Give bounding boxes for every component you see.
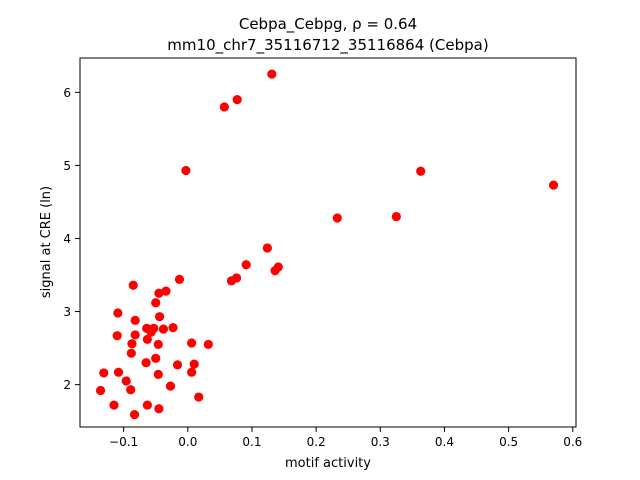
data-point (267, 69, 277, 79)
y-tick-label: 6 (63, 86, 71, 100)
data-point (113, 308, 123, 318)
data-point (273, 262, 283, 272)
plot-area (80, 58, 576, 427)
chart-title-line-1: Cebpa_Cebpg, ρ = 0.64 (239, 15, 417, 34)
data-point (416, 166, 426, 176)
x-tick-label: 0.3 (371, 435, 390, 449)
data-point (95, 385, 106, 396)
data-point (121, 376, 131, 386)
data-point (146, 327, 156, 337)
plot-frame (79, 57, 577, 428)
x-tick-label: 0.6 (563, 435, 582, 449)
plot-background (80, 58, 576, 427)
data-points (95, 69, 559, 420)
data-point (151, 353, 161, 363)
data-point (231, 273, 242, 283)
data-point (161, 286, 171, 296)
data-point (262, 243, 272, 253)
x-tick-label: 0.4 (435, 435, 454, 449)
data-point (391, 211, 401, 222)
y-tick-label: 4 (63, 232, 71, 246)
data-point (241, 260, 251, 270)
data-point (154, 404, 164, 414)
data-point (332, 213, 342, 223)
y-axis-label: signal at CRE (ln) (39, 186, 54, 298)
data-point (130, 315, 140, 325)
data-point (113, 367, 124, 377)
data-point (142, 334, 152, 344)
data-point (153, 369, 163, 379)
data-point (174, 274, 185, 284)
data-point (126, 348, 136, 358)
data-point (126, 385, 136, 395)
chart-title-line-2: mm10_chr7_35116712_35116864 (Cebpa) (167, 36, 488, 55)
data-point (99, 368, 109, 378)
data-point (127, 339, 137, 349)
x-axis-ticks: −0.1 0.0 0.1 0.2 0.3 0.4 0.5 0.6 (109, 427, 582, 449)
data-point (141, 358, 151, 368)
data-point (112, 331, 122, 341)
x-tick-label: 0.5 (499, 435, 518, 449)
data-point (203, 339, 213, 350)
data-point (187, 338, 197, 348)
data-point (181, 165, 191, 176)
data-point (151, 298, 161, 308)
x-tick-label: −0.1 (109, 435, 138, 449)
data-point (158, 324, 169, 334)
data-point (153, 339, 163, 350)
data-point (168, 323, 178, 333)
y-tick-label: 3 (63, 305, 71, 319)
data-point (154, 312, 165, 322)
data-point (154, 288, 164, 298)
y-tick-label: 5 (63, 159, 71, 173)
data-point (232, 95, 242, 105)
y-tick-label: 2 (63, 378, 71, 392)
data-point (172, 360, 183, 370)
data-point (109, 400, 119, 410)
y-axis-ticks: 2 3 4 5 6 (63, 86, 80, 392)
x-tick-label: 0.0 (178, 435, 197, 449)
data-point (165, 381, 176, 391)
x-axis-label: motif activity (285, 456, 371, 471)
data-point (548, 180, 559, 190)
data-point (187, 367, 197, 377)
x-tick-label: 0.1 (242, 435, 261, 449)
data-point (219, 102, 229, 112)
data-point (194, 392, 204, 402)
data-point (142, 400, 152, 410)
data-point (129, 409, 140, 420)
data-point (189, 359, 199, 369)
data-point (128, 280, 138, 290)
data-point (130, 330, 140, 340)
x-tick-label: 0.2 (307, 435, 326, 449)
